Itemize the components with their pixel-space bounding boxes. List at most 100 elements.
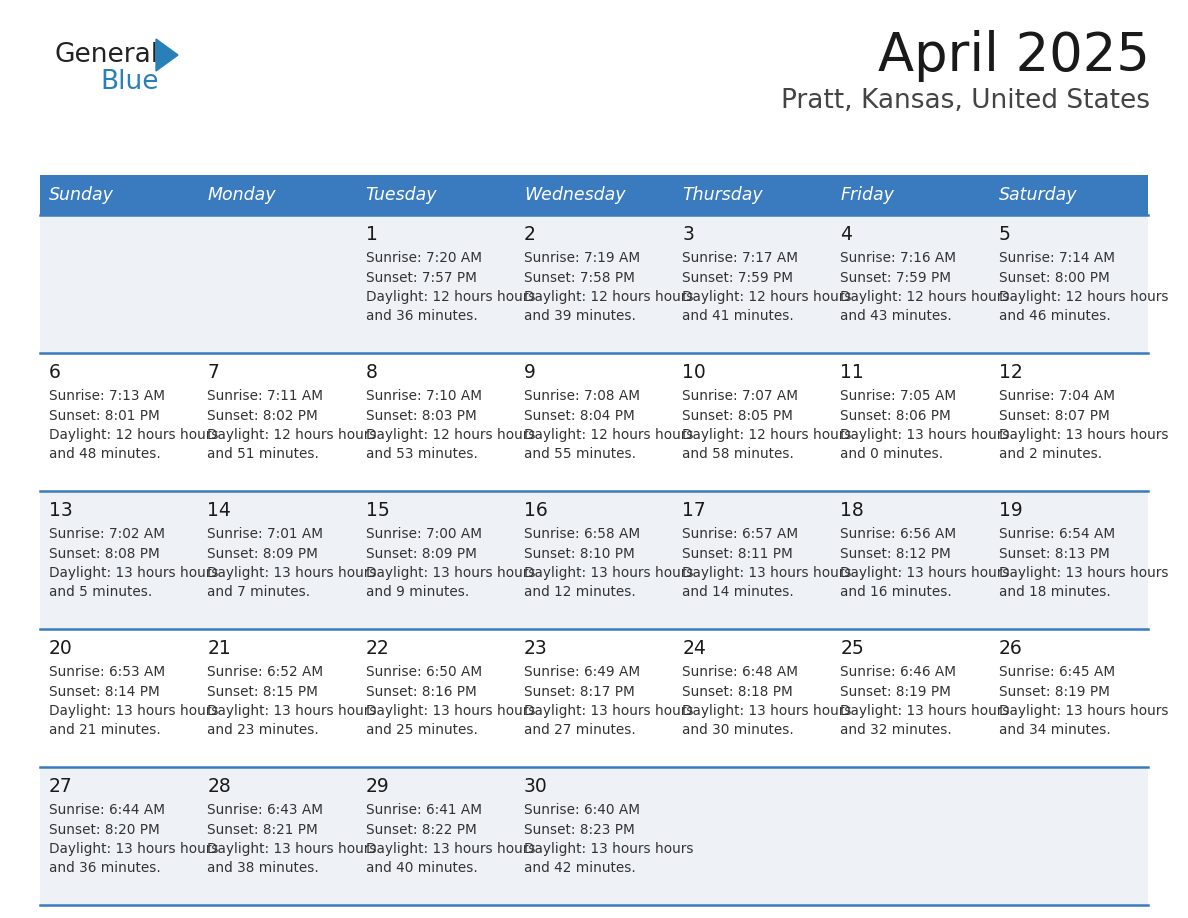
Text: Sunset: 8:04 PM: Sunset: 8:04 PM [524, 409, 634, 422]
Text: Sunrise: 6:44 AM: Sunrise: 6:44 AM [49, 803, 165, 817]
Text: Daylight: 13 hours hours: Daylight: 13 hours hours [366, 566, 535, 580]
Text: Daylight: 13 hours hours: Daylight: 13 hours hours [682, 704, 852, 718]
Text: and 40 minutes.: and 40 minutes. [366, 861, 478, 876]
Text: and 12 minutes.: and 12 minutes. [524, 586, 636, 599]
Text: Sunrise: 7:14 AM: Sunrise: 7:14 AM [999, 251, 1114, 265]
Text: Sunrise: 7:17 AM: Sunrise: 7:17 AM [682, 251, 798, 265]
Text: Daylight: 13 hours hours: Daylight: 13 hours hours [49, 704, 219, 718]
Text: Daylight: 13 hours hours: Daylight: 13 hours hours [999, 428, 1168, 442]
Bar [832, 175, 990, 215]
Bar [990, 215, 1148, 353]
Text: and 16 minutes.: and 16 minutes. [840, 586, 952, 599]
Text: Sunset: 7:57 PM: Sunset: 7:57 PM [366, 271, 476, 285]
Text: and 7 minutes.: and 7 minutes. [207, 586, 310, 599]
Text: 17: 17 [682, 501, 706, 520]
Text: and 39 minutes.: and 39 minutes. [524, 309, 636, 323]
Bar [356, 491, 514, 629]
Text: Monday: Monday [207, 186, 276, 204]
Text: 18: 18 [840, 501, 864, 520]
Polygon shape [156, 39, 178, 71]
Text: and 0 minutes.: and 0 minutes. [840, 447, 943, 462]
Text: 11: 11 [840, 363, 864, 382]
Text: and 53 minutes.: and 53 minutes. [366, 447, 478, 462]
Text: and 48 minutes.: and 48 minutes. [49, 447, 160, 462]
Text: Sunset: 8:15 PM: Sunset: 8:15 PM [207, 685, 318, 699]
Text: Friday: Friday [840, 186, 895, 204]
Text: 3: 3 [682, 225, 694, 244]
Text: 21: 21 [207, 639, 230, 658]
Text: Sunset: 8:21 PM: Sunset: 8:21 PM [207, 823, 318, 836]
Text: 14: 14 [207, 501, 232, 520]
Text: Daylight: 13 hours hours: Daylight: 13 hours hours [840, 566, 1010, 580]
Text: and 43 minutes.: and 43 minutes. [840, 309, 952, 323]
Bar [198, 215, 356, 353]
Text: Tuesday: Tuesday [366, 186, 437, 204]
Text: and 58 minutes.: and 58 minutes. [682, 447, 794, 462]
Text: Daylight: 13 hours hours: Daylight: 13 hours hours [366, 842, 535, 856]
Text: Sunset: 8:22 PM: Sunset: 8:22 PM [366, 823, 476, 836]
Bar [832, 353, 990, 491]
Text: Daylight: 13 hours hours: Daylight: 13 hours hours [49, 842, 219, 856]
Text: 6: 6 [49, 363, 61, 382]
Text: Sunset: 8:07 PM: Sunset: 8:07 PM [999, 409, 1110, 422]
Text: Daylight: 12 hours hours: Daylight: 12 hours hours [524, 290, 694, 304]
Bar [40, 767, 198, 905]
Text: Sunset: 8:08 PM: Sunset: 8:08 PM [49, 546, 159, 561]
Text: Daylight: 13 hours hours: Daylight: 13 hours hours [840, 704, 1010, 718]
Text: Sunrise: 6:40 AM: Sunrise: 6:40 AM [524, 803, 640, 817]
Bar [514, 353, 674, 491]
Text: 30: 30 [524, 777, 548, 796]
Text: Daylight: 13 hours hours: Daylight: 13 hours hours [999, 566, 1168, 580]
Bar [40, 629, 198, 767]
Text: and 2 minutes.: and 2 minutes. [999, 447, 1101, 462]
Text: Sunrise: 7:01 AM: Sunrise: 7:01 AM [207, 527, 323, 541]
Text: 26: 26 [999, 639, 1023, 658]
Text: Sunset: 8:11 PM: Sunset: 8:11 PM [682, 546, 792, 561]
Text: 7: 7 [207, 363, 219, 382]
Text: Sunrise: 6:48 AM: Sunrise: 6:48 AM [682, 665, 798, 679]
Text: Sunrise: 7:00 AM: Sunrise: 7:00 AM [366, 527, 481, 541]
Text: Sunrise: 6:52 AM: Sunrise: 6:52 AM [207, 665, 323, 679]
Text: Sunset: 8:00 PM: Sunset: 8:00 PM [999, 271, 1110, 285]
Text: Sunset: 7:59 PM: Sunset: 7:59 PM [840, 271, 952, 285]
Text: Sunrise: 6:49 AM: Sunrise: 6:49 AM [524, 665, 640, 679]
Text: Sunset: 8:09 PM: Sunset: 8:09 PM [366, 546, 476, 561]
Text: and 32 minutes.: and 32 minutes. [840, 723, 952, 737]
Bar [674, 215, 832, 353]
Text: 10: 10 [682, 363, 706, 382]
Text: 15: 15 [366, 501, 390, 520]
Bar [356, 215, 514, 353]
Text: Sunrise: 7:02 AM: Sunrise: 7:02 AM [49, 527, 165, 541]
Text: Wednesday: Wednesday [524, 186, 625, 204]
Text: Daylight: 12 hours hours: Daylight: 12 hours hours [207, 428, 377, 442]
Text: Daylight: 13 hours hours: Daylight: 13 hours hours [840, 428, 1010, 442]
Bar [356, 629, 514, 767]
Text: 22: 22 [366, 639, 390, 658]
Bar [990, 491, 1148, 629]
Text: and 23 minutes.: and 23 minutes. [207, 723, 320, 737]
Text: and 36 minutes.: and 36 minutes. [366, 309, 478, 323]
Bar [198, 767, 356, 905]
Text: Sunrise: 6:54 AM: Sunrise: 6:54 AM [999, 527, 1114, 541]
Bar [674, 175, 832, 215]
Bar [514, 767, 674, 905]
Bar [990, 353, 1148, 491]
Text: Sunrise: 6:41 AM: Sunrise: 6:41 AM [366, 803, 481, 817]
Bar [514, 175, 674, 215]
Text: Daylight: 13 hours hours: Daylight: 13 hours hours [207, 704, 377, 718]
Text: 1: 1 [366, 225, 378, 244]
Text: Sunrise: 7:05 AM: Sunrise: 7:05 AM [840, 389, 956, 403]
Text: Sunrise: 6:45 AM: Sunrise: 6:45 AM [999, 665, 1114, 679]
Text: Saturday: Saturday [999, 186, 1078, 204]
Bar [674, 629, 832, 767]
Text: 23: 23 [524, 639, 548, 658]
Text: Sunset: 7:59 PM: Sunset: 7:59 PM [682, 271, 794, 285]
Text: Sunset: 8:17 PM: Sunset: 8:17 PM [524, 685, 634, 699]
Text: Daylight: 13 hours hours: Daylight: 13 hours hours [207, 842, 377, 856]
Text: Sunrise: 6:50 AM: Sunrise: 6:50 AM [366, 665, 481, 679]
Text: and 36 minutes.: and 36 minutes. [49, 861, 160, 876]
Text: 13: 13 [49, 501, 72, 520]
Text: Daylight: 13 hours hours: Daylight: 13 hours hours [207, 566, 377, 580]
Text: 20: 20 [49, 639, 72, 658]
Text: Sunrise: 7:11 AM: Sunrise: 7:11 AM [207, 389, 323, 403]
